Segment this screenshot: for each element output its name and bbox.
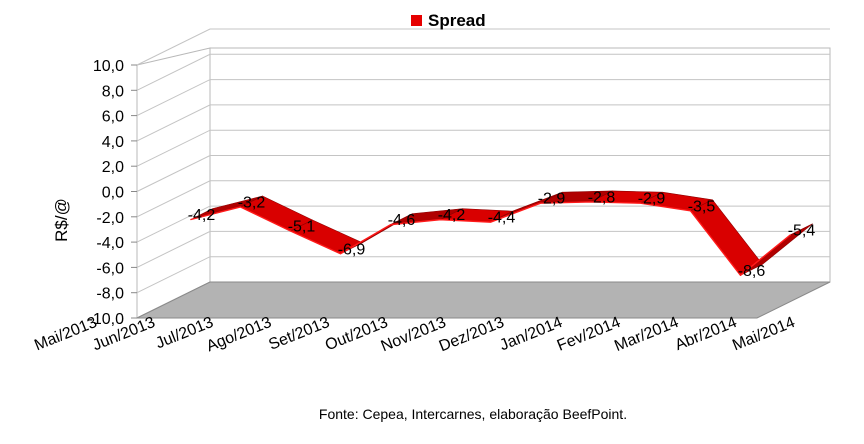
gridline bbox=[136, 53, 830, 91]
x-tick-label: Ago/2013 bbox=[204, 314, 274, 355]
y-tick-label: 2,0 bbox=[102, 159, 124, 176]
side-wall bbox=[136, 47, 211, 319]
data-label: -4,2 bbox=[438, 207, 466, 224]
series-ribbon bbox=[190, 190, 813, 276]
y-tick-label: -10,0 bbox=[88, 311, 125, 328]
x-tick-label: Mar/2014 bbox=[612, 314, 681, 355]
data-label: -2,9 bbox=[638, 191, 666, 208]
gridline bbox=[136, 155, 830, 192]
data-label: -4,4 bbox=[488, 210, 516, 227]
series-line-spread bbox=[190, 201, 791, 276]
y-tick-label: -4,0 bbox=[96, 235, 124, 252]
gridline bbox=[136, 104, 830, 142]
legend: Spread bbox=[411, 11, 486, 30]
gridline bbox=[136, 28, 830, 66]
y-tick-label: 10,0 bbox=[93, 58, 124, 75]
gridline bbox=[136, 256, 830, 294]
gridline bbox=[136, 129, 830, 167]
y-axis-ticks: 10,0 8,0 6,0 4,0 2,0 0,0 -2,0 -4,0 -6,0 -8,0 -10,0 bbox=[88, 58, 137, 328]
source-note: Fonte: Cepea, Intercarnes, elaboração Be… bbox=[319, 406, 627, 422]
y-tick-label: -8,0 bbox=[96, 286, 124, 303]
data-label: -4,6 bbox=[388, 212, 416, 229]
y-tick-label: 6,0 bbox=[102, 109, 124, 126]
gridline bbox=[136, 180, 830, 218]
legend-label: Spread bbox=[428, 11, 486, 30]
y-tick-label: -2,0 bbox=[96, 210, 124, 227]
legend-swatch bbox=[411, 15, 422, 26]
data-label: -3,5 bbox=[688, 198, 716, 215]
y-axis-label: R$/@ bbox=[52, 198, 71, 242]
x-axis-categories: Mai/2013Jun/2013Jul/2013Ago/2013Set/2013… bbox=[32, 314, 797, 355]
gridline bbox=[136, 79, 830, 117]
data-label: -5,4 bbox=[788, 222, 816, 239]
x-tick-label: Out/2013 bbox=[323, 314, 390, 354]
x-tick-label: Fev/2014 bbox=[555, 314, 623, 355]
x-tick-label: Set/2013 bbox=[266, 314, 332, 354]
data-label: -3,2 bbox=[238, 194, 266, 211]
x-tick-label: Mai/2014 bbox=[730, 314, 797, 354]
y-tick-label: 4,0 bbox=[102, 134, 124, 151]
chart-floor bbox=[136, 281, 831, 319]
data-label: -2,8 bbox=[588, 189, 616, 206]
x-tick-label: Abr/2014 bbox=[673, 314, 740, 354]
data-label: -8,6 bbox=[738, 263, 766, 280]
data-label: -2,9 bbox=[538, 191, 566, 208]
x-tick-label: Nov/2013 bbox=[379, 314, 449, 355]
y-tick-label: 8,0 bbox=[102, 83, 124, 100]
data-label: -6,9 bbox=[338, 241, 366, 258]
data-label: -5,1 bbox=[288, 219, 316, 236]
y-tick-label: -6,0 bbox=[96, 260, 124, 277]
gridline bbox=[136, 205, 830, 243]
y-tick-label: 0,0 bbox=[102, 185, 124, 202]
gridline bbox=[136, 230, 830, 268]
x-tick-label: Jan/2014 bbox=[497, 314, 565, 354]
x-tick-label: Dez/2013 bbox=[437, 314, 507, 355]
x-tick-label: Mai/2013 bbox=[32, 314, 99, 354]
chart-walls bbox=[136, 47, 831, 319]
data-label: -4,2 bbox=[188, 207, 216, 224]
data-labels: -4,2 -3,2 -5,1 -6,9 -4,6 -4,2 -4,4 -2,9 -2,8 -2,9… bbox=[188, 189, 816, 279]
